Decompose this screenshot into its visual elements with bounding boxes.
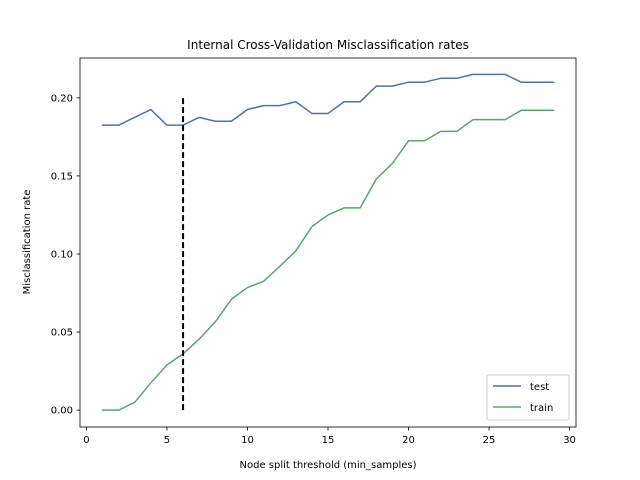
y-axis-title: Misclassification rate [22, 190, 33, 295]
y-tick-label: 0.05 [51, 328, 73, 339]
x-tick-label: 5 [164, 435, 170, 446]
plot-area: 0 5 10 15 20 25 30 0.00 0.05 0.10 0.15 0.20 [51, 57, 577, 446]
y-tick-label: 0.00 [51, 406, 73, 417]
x-tick-label: 10 [241, 435, 254, 446]
series-line-test [101, 73, 555, 126]
y-tick-label: 0.15 [51, 171, 73, 182]
legend-label-test: test [530, 382, 549, 393]
x-tick-label: 20 [402, 435, 415, 446]
x-tick-label: 15 [322, 435, 335, 446]
x-tick-label: 0 [83, 435, 89, 446]
x-tick-label: 25 [483, 435, 496, 446]
legend: test train [486, 374, 570, 421]
chart-title: Internal Cross-Validation Misclassificat… [187, 38, 469, 52]
legend-label-train: train [530, 403, 553, 414]
x-axis-title: Node split threshold (min_samples) [240, 460, 417, 471]
x-tick-label: 30 [563, 435, 576, 446]
y-tick-label: 0.10 [51, 249, 73, 260]
legend-box [486, 374, 570, 421]
series-line-train [101, 109, 555, 411]
y-tick-label: 0.20 [51, 93, 73, 104]
